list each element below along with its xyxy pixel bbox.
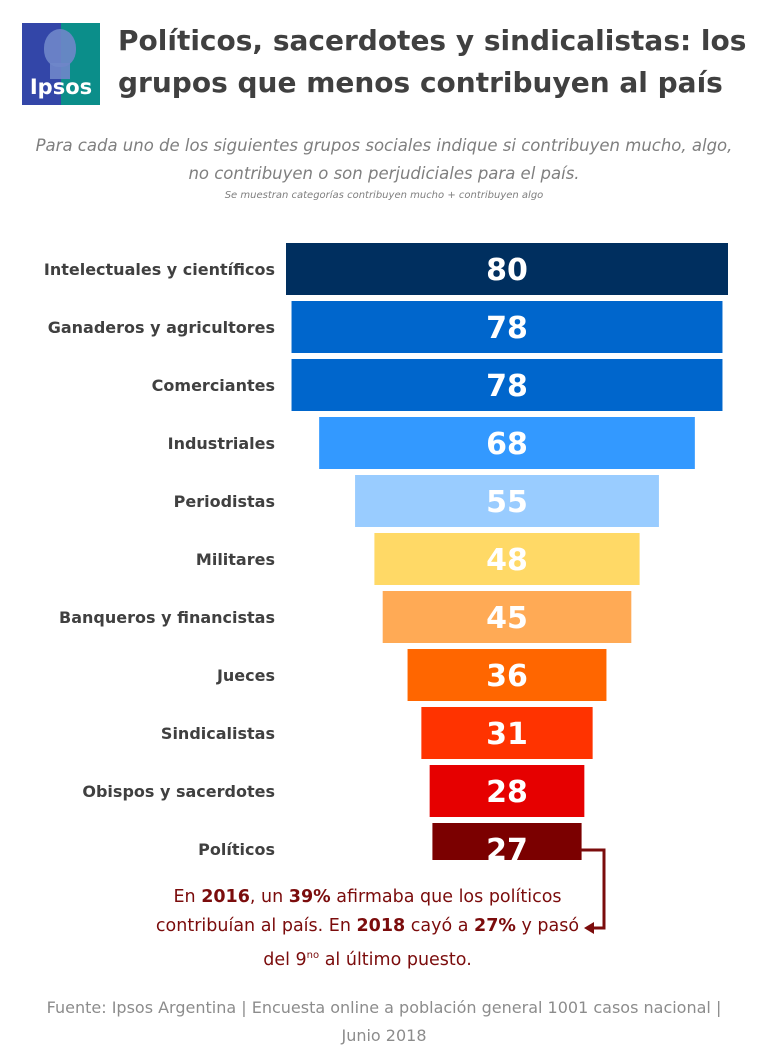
data-label-10: 28	[486, 775, 528, 810]
source-footer: Fuente: Ipsos Argentina | Encuesta onlin…	[46, 998, 722, 1045]
data-label-8: 36	[486, 659, 528, 694]
logo-head-icon	[44, 29, 76, 67]
data-label-2: 78	[486, 311, 528, 346]
annotation-year-2016: 2016	[201, 887, 250, 907]
data-label-1: 80	[486, 253, 528, 288]
chart-note: Se muestran categorías contribuyen mucho…	[224, 190, 544, 201]
data-label-3: 78	[486, 369, 528, 404]
ipsos-logo: Ipsos	[22, 23, 100, 105]
logo-text: Ipsos	[29, 75, 93, 99]
data-label-9: 31	[486, 717, 528, 752]
bar-10	[429, 765, 585, 817]
category-label-11: Políticos	[198, 840, 275, 859]
politicos-annotation: En 2016, un 39% afirmaba que los polític…	[155, 887, 580, 970]
annotation-year-2018: 2018	[356, 916, 406, 936]
bar-6	[374, 533, 640, 585]
category-label-2: Ganaderos y agricultores	[48, 318, 275, 337]
category-label-10: Obispos y sacerdotes	[82, 782, 275, 801]
category-label-8: Jueces	[216, 666, 275, 685]
bar-2	[291, 301, 723, 353]
bar-3	[291, 359, 723, 411]
category-label-5: Periodistas	[174, 492, 275, 511]
bar-5	[355, 475, 659, 527]
data-label-11: 27	[486, 833, 528, 860]
bar-8	[407, 649, 607, 701]
data-label-5: 55	[486, 485, 528, 520]
bar-4	[319, 417, 695, 469]
bar-7	[382, 591, 632, 643]
category-label-1: Intelectuales y científicos	[44, 260, 275, 279]
category-label-9: Sindicalistas	[161, 724, 275, 743]
category-label-4: Industriales	[168, 434, 275, 453]
funnel-bar-chart: 80 Intelectuales y científicos 78 Ganaderos…	[44, 243, 728, 860]
data-label-7: 45	[486, 601, 528, 636]
logo-neck-shape	[50, 63, 70, 79]
chart-subtitle: Para cada uno de los siguientes grupos s…	[35, 136, 733, 183]
annotation-pct-39: 39%	[288, 887, 331, 907]
category-label-6: Militares	[196, 550, 275, 569]
annotation-pct-27: 27%	[474, 916, 516, 936]
data-label-6: 48	[486, 543, 528, 578]
category-label-7: Banqueros y financistas	[59, 608, 275, 627]
bar-9	[421, 707, 593, 759]
bar-11	[432, 823, 582, 860]
category-label-3: Comerciantes	[152, 376, 275, 395]
data-label-4: 68	[486, 427, 528, 462]
chart-title: Políticos, sacerdotes y sindicalistas: l…	[118, 24, 747, 99]
annotation-arrow-icon	[580, 848, 606, 934]
bar-1	[286, 243, 728, 295]
